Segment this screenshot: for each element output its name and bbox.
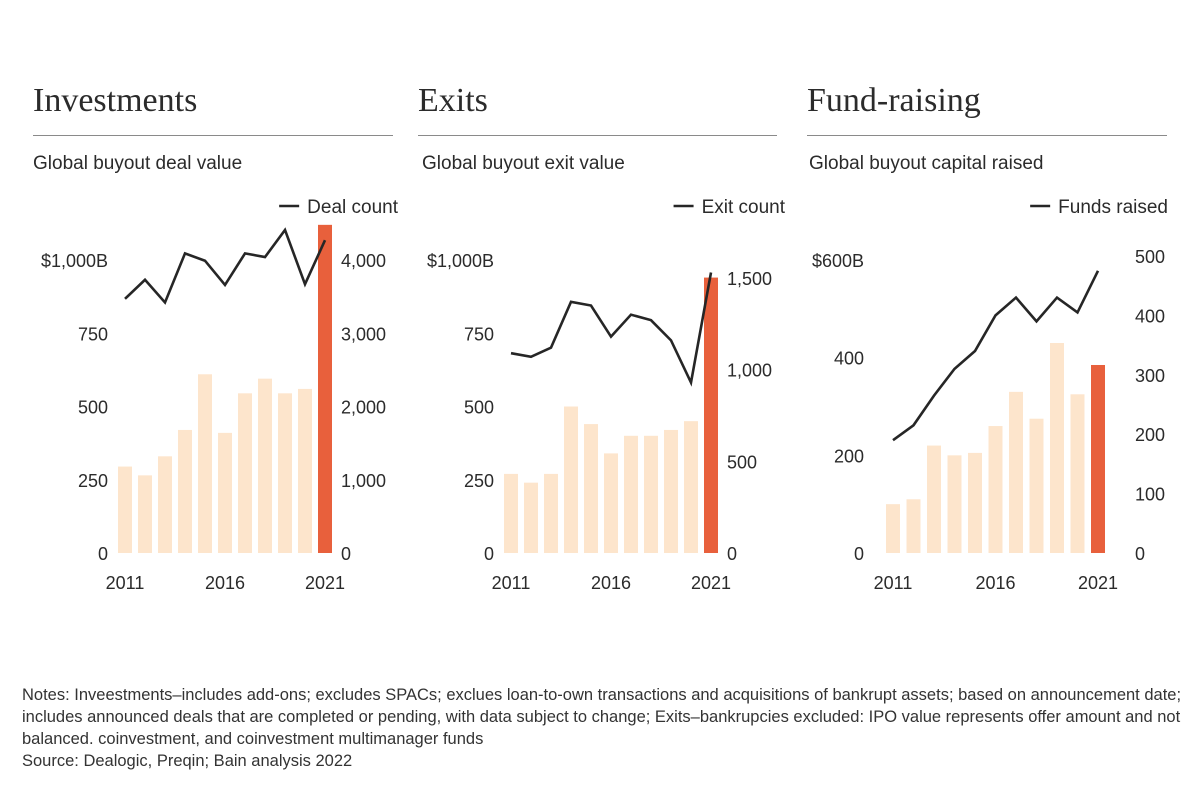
- exits-left-tick-label: 500: [464, 398, 494, 418]
- exits-x-tick-label: 2021: [691, 573, 731, 593]
- investments-right-tick-label: 1,000: [341, 471, 386, 491]
- fundraising-right-tick-label: 300: [1135, 366, 1165, 386]
- fundraising-bar-2021: [1091, 364, 1105, 553]
- fundraising-bar-2019: [1050, 343, 1064, 553]
- fundraising-bar-2017: [1009, 391, 1023, 553]
- investments-right-tick-label: 3,000: [341, 324, 386, 344]
- investments-title: Investments: [33, 82, 198, 119]
- fundraising-bar-2014: [947, 455, 962, 553]
- exits-left-tick-label: 750: [464, 324, 494, 344]
- investments-bar-2016: [218, 432, 232, 553]
- investments-right-tick-label: 0: [341, 544, 351, 564]
- fundraising-x-tick-label: 2021: [1078, 573, 1118, 593]
- investments-left-tick-label: 0: [98, 544, 108, 564]
- charts-canvas: 0 250 500 750 $1,000B 0 1,000 2,000 3,000 4,000 20…: [41, 197, 1168, 593]
- exits-bar-2014: [564, 406, 578, 553]
- exits-divider: [418, 135, 777, 136]
- investments-divider: [33, 135, 393, 136]
- exits-bar-2012: [524, 482, 538, 553]
- exits-bar-2019: [664, 429, 678, 553]
- notes-block: Notes: Inveestments–includes add-ons; ex…: [22, 684, 1182, 772]
- fundraising-right-tick-label: 200: [1135, 425, 1165, 445]
- investments-bar-2020: [298, 388, 312, 553]
- fundraising-bar-2013: [927, 445, 941, 553]
- fundraising-right-tick-label: 500: [1135, 247, 1165, 267]
- investments-left-tick-label: 250: [78, 471, 108, 491]
- exits-bar-2021: [704, 277, 718, 553]
- fundraising-bar-2011: [886, 504, 900, 553]
- fundraising-left-tick-label: 0: [854, 544, 864, 564]
- fundraising-right-tick-label: 100: [1135, 485, 1165, 505]
- investments-legend-label: Deal count: [307, 197, 399, 218]
- exits-bar-2020: [684, 421, 698, 553]
- investments-left-tick-label: $1,000B: [41, 251, 108, 271]
- investments-x-tick-label: 2021: [305, 573, 345, 593]
- investments-bar-2013: [158, 456, 172, 553]
- notes-text: Notes: Inveestments–includes add-ons; ex…: [22, 686, 1182, 748]
- exits-left-tick-label: 0: [484, 544, 494, 564]
- investments-right-tick-label: 4,000: [341, 251, 386, 271]
- investments-bar-2015: [198, 374, 212, 553]
- exits-bar-2016: [604, 453, 618, 553]
- investments-bar-2018: [258, 378, 272, 553]
- fundraising-bar-2015: [968, 452, 982, 553]
- exits-right-tick-label: 0: [727, 544, 737, 564]
- exits-legend-label: Exit count: [702, 197, 786, 218]
- fundraising-subtitle: Global buyout capital raised: [809, 153, 1044, 174]
- exits-bar-2015: [584, 424, 598, 553]
- fundraising-left-tick-label: 400: [834, 349, 864, 369]
- fundraising-right-tick-label: 0: [1135, 544, 1145, 564]
- fundraising-left-tick-label: $600B: [812, 251, 864, 271]
- exits-right-tick-label: 500: [727, 452, 757, 472]
- fundraising-divider: [807, 135, 1167, 136]
- source-text: Source: Dealogic, Preqin; Bain analysis …: [22, 752, 353, 770]
- investments-bar-2017: [238, 393, 252, 553]
- exits-bar-2011: [504, 473, 518, 553]
- investments-bar-2021: [318, 224, 332, 553]
- fundraising-bar-2016: [988, 426, 1003, 553]
- exits-subtitle: Global buyout exit value: [422, 153, 625, 174]
- investments-x-tick-label: 2011: [106, 573, 145, 593]
- exits-bar-2013: [544, 473, 558, 553]
- investments-bar-2019: [278, 393, 292, 553]
- investments-subtitle: Global buyout deal value: [33, 153, 243, 174]
- exits-title: Exits: [418, 82, 488, 119]
- exits-bar-2017: [624, 435, 638, 553]
- investments-x-tick-label: 2016: [205, 573, 245, 593]
- investments-bar-2014: [178, 429, 192, 553]
- fundraising-left-tick-label: 200: [834, 446, 864, 466]
- exits-count-line: [510, 272, 713, 387]
- fundraising-x-tick-label: 2011: [874, 573, 913, 593]
- exits-left-tick-label: $1,000B: [427, 251, 494, 271]
- fundraising-bar-2012: [906, 499, 921, 553]
- investments-bar-2011: [118, 466, 132, 553]
- exits-right-tick-label: 1,500: [727, 269, 772, 289]
- investments-count-line: [124, 227, 327, 305]
- exits-left-tick-label: 250: [464, 471, 494, 491]
- fundraising-bar-2018: [1029, 418, 1044, 553]
- fundraising-bar-2020: [1070, 394, 1085, 553]
- fundraising-count-line: [892, 270, 1100, 442]
- investments-left-tick-label: 500: [78, 398, 108, 418]
- exits-right-tick-label: 1,000: [727, 361, 772, 381]
- fundraising-right-tick-label: 400: [1135, 306, 1165, 326]
- exits-x-tick-label: 2011: [492, 573, 531, 593]
- fundraising-title: Fund-raising: [807, 82, 981, 119]
- exits-bar-2018: [644, 435, 658, 553]
- investments-bar-2012: [138, 475, 152, 553]
- fundraising-x-tick-label: 2016: [975, 573, 1015, 593]
- investments-right-tick-label: 2,000: [341, 398, 386, 418]
- investments-left-tick-label: 750: [78, 324, 108, 344]
- fundraising-legend-label: Funds raised: [1058, 197, 1168, 218]
- exits-x-tick-label: 2016: [591, 573, 631, 593]
